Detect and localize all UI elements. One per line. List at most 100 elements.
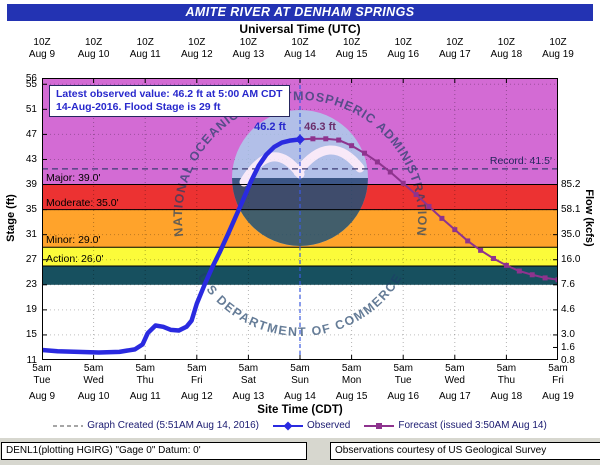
latest-observed-info-box: Latest observed value: 46.2 ft at 5:00 A… (49, 85, 290, 117)
site-tick-weekday: Fri (190, 374, 203, 386)
site-tick-date: Aug 14 (284, 391, 316, 402)
site-tick-time: 5am (548, 363, 568, 374)
flow-tick-label: 7.6 (561, 279, 575, 291)
noaa-gull-icon (293, 145, 365, 177)
utc-tick-time: 10Z (497, 37, 516, 48)
top-axis-tick: 10Z Aug 10 (78, 37, 110, 60)
forecast-marker (516, 268, 522, 274)
stage-tick-label: 27 (25, 254, 37, 266)
site-tick-time: 5am (445, 363, 465, 374)
utc-tick-time: 10Z (446, 37, 464, 48)
page-title: AMITE RIVER AT DENHAM SPRINGS (185, 5, 415, 19)
top-axis-tick: 10Z Aug 9 (29, 37, 55, 60)
site-tick-weekday: Thu (136, 374, 154, 386)
info-line-2: 14-Aug-2016. Flood Stage is 29 ft (56, 101, 221, 113)
stage-tick-label: 31 (25, 229, 37, 241)
site-tick-weekday: Fri (552, 374, 564, 386)
stage-tick-label: 43 (25, 153, 37, 165)
stage-tick-label: 55 (25, 78, 37, 90)
flow-tick-label: 16.0 (561, 254, 581, 266)
utc-tick-time: 10Z (549, 37, 567, 48)
site-tick-weekday: Sun (291, 374, 309, 386)
utc-tick-date: Aug 16 (387, 48, 420, 60)
site-tick-date: Aug 11 (129, 391, 161, 402)
bottom-axis-tick: 5am Tue (32, 363, 51, 386)
forecast-marker (413, 192, 419, 198)
bottom-axis-tick: 5am Thu (497, 363, 516, 386)
stage-tick-label: 39 (25, 179, 37, 191)
stage-tick-label: 23 (25, 279, 37, 291)
utc-tick-time: 10Z (136, 37, 154, 48)
top-axis-tick: 10Z Aug 19 (542, 37, 574, 60)
forecast-marker (374, 159, 380, 165)
flow-tick-label: 1.6 (561, 341, 575, 353)
site-tick-date: Aug 12 (180, 391, 213, 402)
site-tick-weekday: Wed (83, 374, 104, 386)
bottom-axis-tick: 5am Sat (239, 363, 258, 386)
flow-tick-label: 3.0 (561, 329, 575, 341)
flow-tick-label: 4.6 (561, 304, 575, 316)
utc-tick-time: 10Z (342, 37, 361, 48)
forecast-marker (387, 169, 393, 175)
stage-tick-label: 15 (25, 329, 37, 341)
forecast-marker (452, 227, 458, 233)
bottom-axis-tick: 5am Fri (187, 363, 206, 386)
site-tick-date: Aug 15 (335, 391, 368, 402)
forecast-marker (439, 215, 445, 221)
utc-tick-time: 10Z (394, 37, 412, 48)
bottom-axis-tick: 5am Tue (393, 363, 412, 386)
site-tick-weekday: Wed (444, 374, 465, 386)
legend-label: Graph Created (5:51AM Aug 14, 2016) (87, 420, 259, 431)
site-tick-time: 5am (187, 363, 207, 374)
info-line-1: Latest observed value: 46.2 ft at 5:00 A… (56, 88, 283, 100)
bottom-axis-tick: 5am Thu (135, 363, 154, 386)
utc-tick-time: 10Z (239, 37, 258, 48)
site-tick-time: 5am (496, 363, 517, 374)
site-tick-time: 5am (393, 363, 413, 374)
noaa-gull-icon (239, 152, 305, 187)
site-tick-weekday: Mon (341, 374, 362, 386)
observed-diamond-icon (273, 421, 303, 430)
site-tick-weekday: Tue (394, 374, 412, 386)
top-axis-tick: 10Z Aug 12 (181, 37, 213, 60)
site-tick-time: 5am (290, 363, 310, 374)
utc-tick-date: Aug 10 (77, 48, 110, 60)
top-axis-tick: 10Z Aug 15 (336, 37, 368, 60)
observed-end-marker (295, 134, 305, 145)
utc-tick-date: Aug 12 (180, 48, 213, 60)
station-info-box: DENL1(plotting HGIRG) "Gage 0" Datum: 0' (1, 442, 307, 460)
top-axis-tick: 10Z Aug 16 (387, 37, 419, 60)
top-axis-tick: 10Z Aug 11 (130, 37, 161, 60)
site-tick-date: Aug 9 (28, 391, 56, 402)
footer: DENL1(plotting HGIRG) "Gage 0" Datum: 0'… (0, 438, 600, 465)
site-tick-time: 5am (83, 363, 104, 374)
flow-tick-label: 0.8 (561, 354, 575, 366)
utc-tick-date: Aug 15 (335, 48, 368, 60)
utc-tick-time: 10Z (84, 37, 103, 48)
forecast-marker (503, 262, 509, 268)
site-tick-date: Aug 10 (77, 391, 110, 402)
flow-axis-ticks: 85.2 58.1 35.0 16.0 7.6 4.6 3.0 1.6 0.8 (560, 78, 600, 365)
hydrograph-plot: NATIONAL OCEANIC AND ATMOSPHERIC ADMINIS… (42, 78, 558, 360)
bottom-axis-tick: 5am Sun (290, 363, 309, 386)
site-time-axis-title: Site Time (CDT) (257, 404, 343, 416)
utc-tick-date: Aug 19 (542, 48, 574, 60)
site-tick-date: Aug 13 (232, 391, 265, 402)
forecast-marker (529, 272, 535, 278)
stage-axis-ticks: 56 55 51 47 43 39 35 31 27 23 19 15 11 (0, 73, 40, 366)
bottom-axis-tick: 5am Wed (445, 363, 465, 386)
flow-tick-label: 85.2 (561, 179, 581, 191)
flow-tick-label: 35.0 (561, 229, 581, 241)
forecast-marker (465, 238, 471, 244)
legend-label: Observed (307, 420, 351, 431)
site-tick-date: Aug 17 (438, 391, 471, 402)
legend-item-1: Graph Created (5:51AM Aug 14, 2016) (53, 420, 259, 431)
dashed-line-icon (53, 424, 84, 427)
utc-tick-date: Aug 14 (284, 48, 316, 60)
bottom-axis: 5am Tue 5am Wed 5am Thu 5am Fri 5am Sat 5am Sun 5am M… (32, 363, 567, 387)
utc-tick-date: Aug 9 (28, 48, 56, 60)
stage-tick-label: 47 (25, 128, 37, 140)
flow-axis-label: Flow (kcfs) (583, 189, 595, 247)
site-tick-date: Aug 16 (387, 391, 420, 402)
